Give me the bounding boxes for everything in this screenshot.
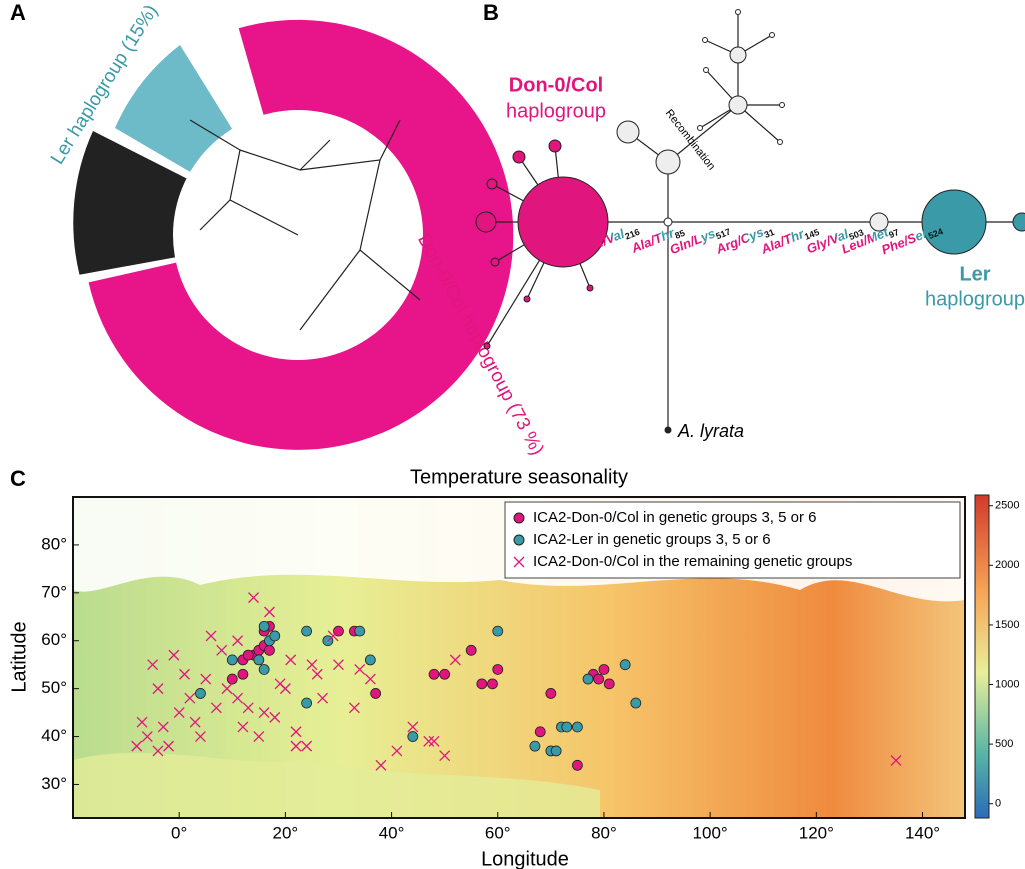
- point: [535, 727, 545, 737]
- point: [487, 679, 497, 689]
- point: [572, 722, 582, 732]
- point: [440, 669, 450, 679]
- point: [259, 664, 269, 674]
- point: [195, 688, 205, 698]
- x-tick-label: 80°: [591, 823, 617, 842]
- figure: A Ler haplogroup (15%) Don-0/Col haplogr…: [0, 0, 1025, 869]
- panel-label: C: [10, 466, 26, 491]
- ler-sub: haplogroup: [925, 288, 1025, 310]
- point: [302, 698, 312, 708]
- point: [466, 645, 476, 655]
- point: [493, 664, 503, 674]
- point: [238, 669, 248, 679]
- col-sub: haplogroup: [506, 100, 606, 122]
- point: [429, 669, 439, 679]
- ler-title: Ler: [959, 263, 990, 285]
- colorbar: [975, 495, 989, 818]
- point: [243, 650, 253, 660]
- col-title: Don-0/Col: [509, 74, 603, 96]
- point: [562, 722, 572, 732]
- panel-label: B: [483, 0, 499, 25]
- y-tick-label: 70°: [41, 582, 67, 601]
- tree: [73, 20, 513, 450]
- point: [493, 626, 503, 636]
- x-tick-label: 140°: [905, 823, 940, 842]
- point: [594, 674, 604, 684]
- point: [604, 679, 614, 689]
- point: [270, 631, 280, 641]
- legend-label: ICA2-Don-0/Col in the remaining genetic …: [533, 553, 852, 570]
- point: [620, 660, 630, 670]
- legend-label: ICA2-Don-0/Col in genetic groups 3, 5 or…: [533, 509, 816, 526]
- outgroup-label: A. lyrata: [677, 421, 744, 441]
- point: [259, 621, 269, 631]
- x-tick-label: 40°: [379, 823, 405, 842]
- colorbar-tick-label: 0: [995, 798, 1001, 810]
- point: [551, 746, 561, 756]
- y-tick-label: 60°: [41, 630, 67, 649]
- point: [583, 674, 593, 684]
- chart-title: Temperature seasonality: [410, 466, 628, 488]
- point: [227, 655, 237, 665]
- y-tick-label: 30°: [41, 774, 67, 793]
- y-tick-label: 50°: [41, 678, 67, 697]
- x-tick-label: 60°: [485, 823, 511, 842]
- panel-label: A: [10, 0, 26, 25]
- point: [264, 645, 274, 655]
- point: [302, 626, 312, 636]
- y-tick-label: 40°: [41, 726, 67, 745]
- colorbar-tick-label: 500: [995, 738, 1013, 750]
- colorbar-tick-label: 2000: [995, 559, 1019, 571]
- mutation-labels: Leu/Val216Ala/Thr85Gln/Lys517Arg/Cys31Al…: [579, 220, 945, 259]
- x-tick-label: 0°: [171, 823, 187, 842]
- point: [546, 688, 556, 698]
- colorbar-tick-label: 1000: [995, 678, 1019, 690]
- legend-label: ICA2-Ler in genetic groups 3, 5 or 6: [533, 531, 771, 548]
- y-tick-label: 80°: [41, 534, 67, 553]
- network-nodes: [476, 10, 1025, 434]
- x-tick-label: 100°: [693, 823, 728, 842]
- point: [227, 674, 237, 684]
- x-axis-label: Longitude: [481, 848, 569, 869]
- point: [254, 655, 264, 665]
- point: [355, 626, 365, 636]
- point: [530, 741, 540, 751]
- point: [365, 655, 375, 665]
- legend-marker: [514, 513, 524, 523]
- point: [631, 698, 641, 708]
- x-tick-label: 120°: [799, 823, 834, 842]
- colorbar-tick-label: 2500: [995, 500, 1019, 512]
- legend-marker: [514, 535, 524, 545]
- x-tick-label: 20°: [273, 823, 299, 842]
- point: [572, 760, 582, 770]
- point: [599, 664, 609, 674]
- point: [408, 732, 418, 742]
- point: [371, 688, 381, 698]
- point: [477, 679, 487, 689]
- y-axis-label: Latitude: [8, 621, 30, 692]
- colorbar-tick-label: 1500: [995, 619, 1019, 631]
